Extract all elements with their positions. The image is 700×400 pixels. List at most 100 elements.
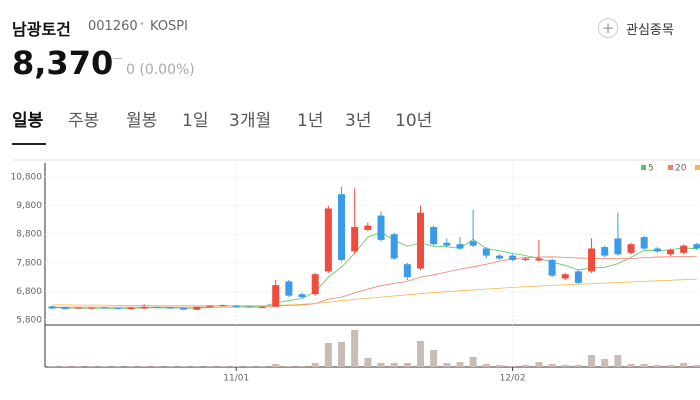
volume-bar xyxy=(219,366,227,367)
candle-body xyxy=(245,306,253,308)
volume-bar xyxy=(469,357,477,367)
candle-body xyxy=(180,307,188,310)
volume-bar xyxy=(561,365,569,367)
candle-body xyxy=(311,274,319,295)
x-tick-label: 12/02 xyxy=(500,374,526,384)
candle-body xyxy=(101,307,109,309)
y-tick-label: 6,800 xyxy=(16,287,42,297)
candle-body xyxy=(114,307,122,309)
candle-body xyxy=(416,212,424,269)
candle-body xyxy=(640,237,648,249)
candle-body xyxy=(680,245,688,253)
candle-body xyxy=(140,306,148,309)
volume-bar xyxy=(693,365,700,367)
volume-bar xyxy=(522,365,530,367)
candle-body xyxy=(272,285,280,307)
tab[interactable]: 3개월 xyxy=(229,111,272,131)
candle-body xyxy=(193,306,201,310)
candle-body xyxy=(219,305,227,307)
candle-body xyxy=(259,307,267,309)
volume-bar xyxy=(140,366,148,367)
volume-bar xyxy=(509,366,517,367)
y-tick-label: 9,800 xyxy=(16,201,42,211)
tab[interactable]: 주봉 xyxy=(68,111,100,131)
volume-bar xyxy=(338,342,346,367)
legend-label: 5 xyxy=(648,164,654,174)
change: 0 (0.00%) xyxy=(126,62,195,78)
y-tick-label: 10,800 xyxy=(11,173,43,183)
volume-bar xyxy=(574,365,582,367)
volume-bar xyxy=(548,364,556,367)
candle-body xyxy=(153,306,161,308)
volume-bar xyxy=(324,343,332,367)
candle-body xyxy=(495,255,503,259)
watch-button[interactable]: 관심종목 xyxy=(626,23,674,38)
volume-bar xyxy=(351,330,359,367)
volume-bar xyxy=(127,366,135,367)
tab[interactable]: 일봉 xyxy=(12,111,44,131)
x-tick-label: 11/01 xyxy=(223,374,249,384)
candle-body xyxy=(443,242,451,246)
candle-body xyxy=(324,208,332,272)
volume-bar xyxy=(245,366,253,367)
volume-bar xyxy=(680,363,688,367)
candle-body xyxy=(574,271,582,283)
volume-bar xyxy=(403,363,411,367)
price: 8,370 xyxy=(12,44,114,82)
y-tick-label: 5,800 xyxy=(16,315,42,325)
candle-body xyxy=(298,294,306,298)
volume-bar xyxy=(364,358,372,367)
candle-body xyxy=(469,241,477,246)
volume-bar xyxy=(614,355,622,367)
volume-bar xyxy=(443,363,451,367)
candle-body xyxy=(693,244,700,249)
candle-body xyxy=(667,249,675,255)
legend-swatch xyxy=(641,165,646,170)
candle-body xyxy=(561,274,569,279)
candle-body xyxy=(482,248,490,256)
market: KOSPI xyxy=(150,19,188,34)
legend-label: 20 xyxy=(675,164,687,174)
volume-bar xyxy=(653,365,661,367)
volume-bar xyxy=(495,365,503,367)
volume-bar xyxy=(430,350,438,367)
candle-body xyxy=(351,227,359,252)
tab[interactable]: 1년 xyxy=(297,111,324,131)
volume-bar xyxy=(667,365,675,367)
candle-body xyxy=(403,264,411,278)
y-tick-label: 7,800 xyxy=(16,258,42,268)
candle-body xyxy=(588,248,596,272)
volume-bar xyxy=(311,363,319,367)
stock-code: 001260 xyxy=(88,19,138,34)
add-icon[interactable]: + xyxy=(598,18,618,38)
volume-bar xyxy=(456,362,464,367)
volume-bar xyxy=(87,366,95,367)
candle-body xyxy=(61,307,69,310)
candle-body xyxy=(509,255,517,260)
tab[interactable]: 월봉 xyxy=(126,111,158,131)
volume-bar xyxy=(285,366,293,367)
candle-body xyxy=(653,248,661,252)
candle-body xyxy=(430,227,438,245)
tab[interactable]: 10년 xyxy=(395,111,433,131)
volume-bar xyxy=(416,341,424,367)
tab-underline xyxy=(12,143,46,145)
tab[interactable]: 3년 xyxy=(345,111,372,131)
volume-bar xyxy=(588,355,596,367)
tab[interactable]: 1일 xyxy=(182,111,209,131)
volume-bar xyxy=(259,366,267,367)
flat-icon xyxy=(113,58,122,59)
volume-bar xyxy=(232,366,240,367)
ma-line xyxy=(52,278,697,307)
volume-bar xyxy=(166,366,174,367)
candle-body xyxy=(614,238,622,255)
candle-body xyxy=(535,258,543,261)
volume-bar xyxy=(390,363,398,367)
candle-body xyxy=(522,258,530,260)
candle-body xyxy=(127,307,135,310)
candle-body xyxy=(601,247,609,256)
volume-bar xyxy=(377,363,385,367)
candle-body xyxy=(390,234,398,259)
candle-body xyxy=(48,306,56,309)
